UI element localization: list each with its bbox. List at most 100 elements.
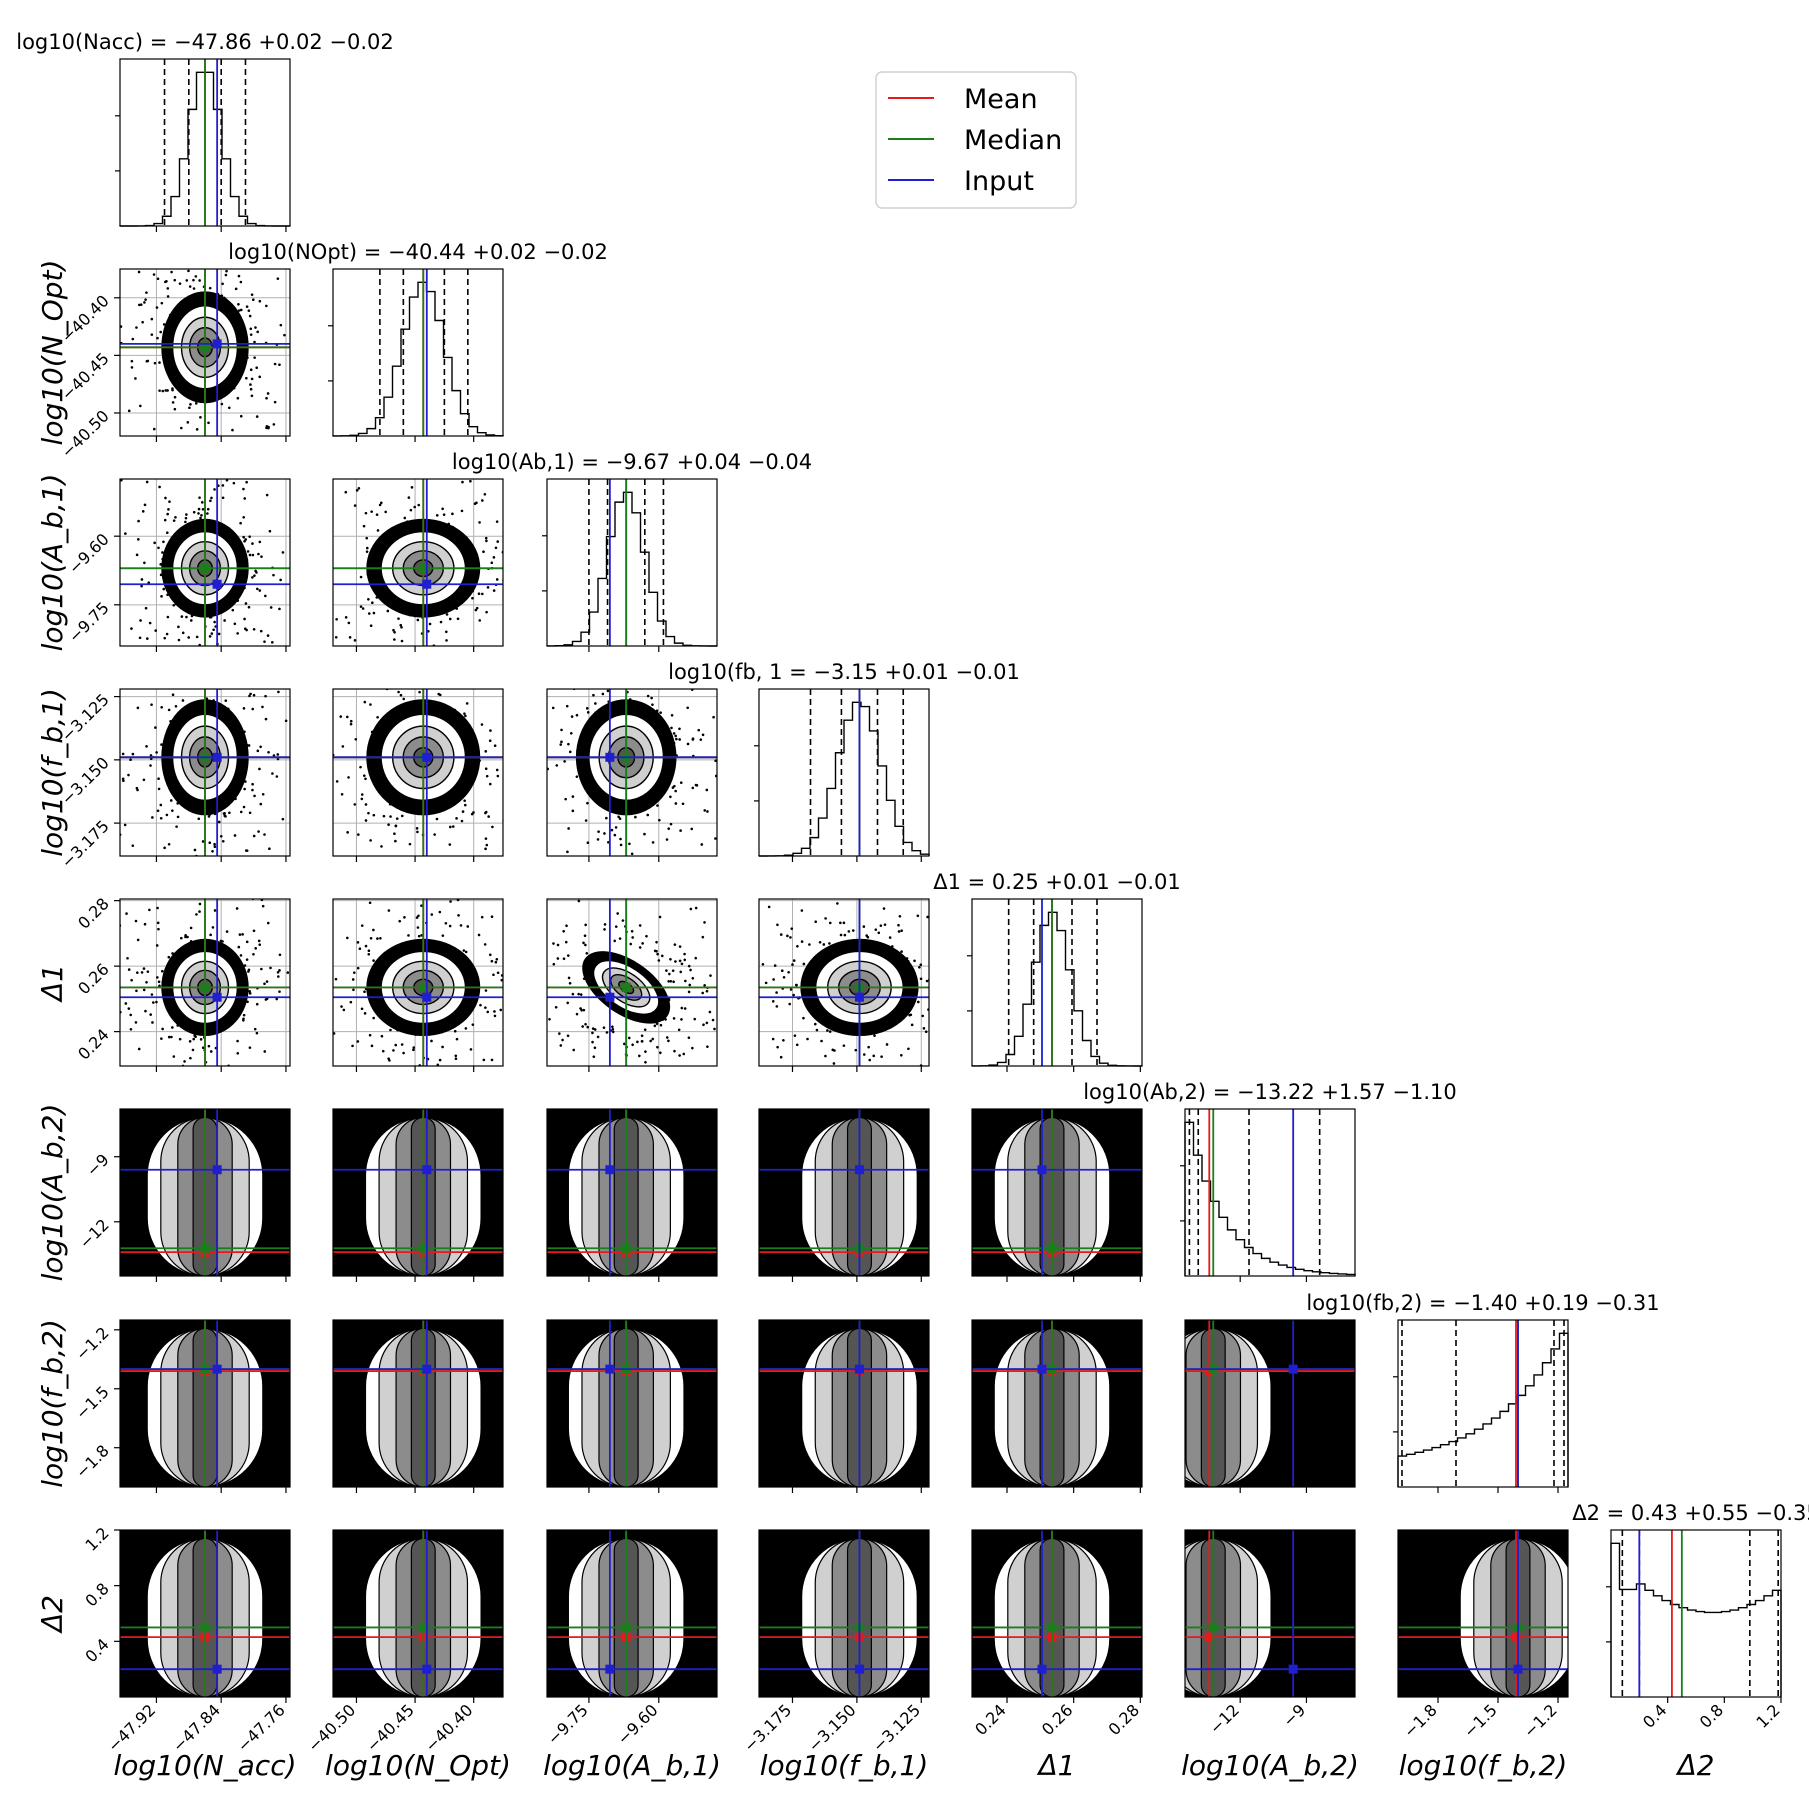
sample-point [577,899,581,903]
sample-point [199,516,202,520]
axis-label: log10(N_Opt) [36,260,69,446]
sample-point [149,754,153,757]
sample-point [641,942,644,945]
sample-point [206,512,209,515]
sample-point [996,930,999,933]
sample-point [387,823,390,826]
mean-marker [1511,1632,1521,1642]
sample-point [840,890,843,893]
sample-point [568,750,572,754]
sample-point [459,924,463,927]
sample-point [851,929,855,932]
sample-point [157,927,160,931]
sample-point [486,586,490,589]
sample-point [509,551,512,554]
sample-point [360,797,364,801]
sample-point [177,638,181,642]
sample-point [717,802,720,805]
sample-point [281,551,285,554]
sample-point [183,657,186,660]
sample-point [110,557,113,560]
sample-point [417,934,421,938]
sample-point [357,833,360,836]
sample-point [789,988,793,991]
x-tick-label: 0.8 [1696,1700,1727,1731]
median-marker [418,1622,428,1632]
sample-point [444,921,448,925]
sample-point [138,303,141,307]
sample-point [191,1048,195,1052]
sample-point [523,546,526,549]
sample-point [581,1025,585,1028]
sample-point [738,969,742,973]
sample-point [409,508,413,512]
sample-point [486,476,489,479]
sample-point [454,1054,458,1058]
sample-point [460,819,464,823]
joint-panel [332,1319,504,1488]
sample-point [445,613,449,616]
sample-point [656,952,659,956]
sample-point [92,524,95,527]
sample-point [160,1037,163,1040]
sample-point [783,951,787,955]
sample-point [198,902,202,906]
sample-point [573,739,576,742]
sample-point [680,962,684,966]
sample-point [680,1006,684,1010]
sample-point [210,632,214,635]
sample-point [485,843,489,847]
sample-point [207,815,211,818]
sample-point [133,863,136,866]
marginal-title: log10(fb, 1 = −3.15 +0.01 −0.01 [668,660,1020,684]
axis-label: Δ1 [1037,1749,1076,1782]
sample-point [791,963,794,966]
sample-point [356,1040,360,1043]
sample-point [245,1074,248,1077]
sample-point [919,963,923,966]
sample-point [751,1022,754,1025]
sample-point [551,737,554,740]
sample-point [631,936,634,939]
sample-point [655,949,658,953]
sample-point [110,728,113,731]
sample-point [185,615,188,619]
sample-point [291,742,294,745]
sample-point [955,953,958,956]
sample-point [295,571,298,574]
sample-point [359,605,363,608]
axis-label: log10(f_b,2) [1399,1749,1568,1782]
sample-point [168,500,171,503]
sample-point [665,838,669,841]
sample-point [446,671,449,674]
sample-point [614,826,618,829]
sample-point [200,501,204,504]
sample-point [399,693,403,697]
sample-point [138,636,142,640]
sample-point [910,1023,914,1027]
sample-point [492,556,496,559]
sample-point [594,702,597,705]
sample-point [177,625,180,629]
sample-point [412,1048,415,1052]
input-marker [605,992,615,1002]
sample-point [258,589,262,592]
sample-point [490,561,494,565]
sample-point [324,735,327,738]
sample-point [64,916,67,919]
sample-point [930,963,933,966]
sample-point [258,299,262,303]
sample-point [500,978,503,982]
sample-point [658,818,661,822]
sample-point [158,361,161,364]
sample-point [650,1075,654,1079]
sample-point [450,1082,453,1085]
sample-point [169,799,173,802]
sample-point [242,707,246,710]
sample-point [619,837,622,841]
sample-point [243,617,246,621]
sample-point [149,764,152,767]
sample-point [257,830,260,833]
sample-point [691,1028,694,1031]
sample-point [416,926,420,929]
